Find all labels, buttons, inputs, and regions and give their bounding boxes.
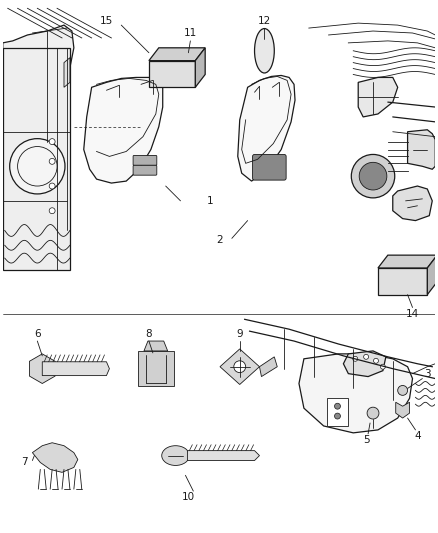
Circle shape xyxy=(398,385,408,395)
Polygon shape xyxy=(343,351,386,377)
Polygon shape xyxy=(238,76,295,181)
Polygon shape xyxy=(259,357,277,377)
Polygon shape xyxy=(32,443,78,472)
Polygon shape xyxy=(299,354,413,433)
Text: 11: 11 xyxy=(184,28,197,38)
Polygon shape xyxy=(358,77,398,117)
Polygon shape xyxy=(149,48,205,61)
Text: 12: 12 xyxy=(258,16,271,26)
Circle shape xyxy=(367,407,379,419)
Polygon shape xyxy=(64,58,70,87)
Polygon shape xyxy=(84,77,163,183)
Polygon shape xyxy=(195,48,205,87)
Circle shape xyxy=(381,364,385,369)
Text: 7: 7 xyxy=(21,457,28,467)
Circle shape xyxy=(353,357,358,361)
Polygon shape xyxy=(144,341,168,351)
Polygon shape xyxy=(427,255,437,295)
Polygon shape xyxy=(29,354,55,384)
Polygon shape xyxy=(3,25,74,142)
Polygon shape xyxy=(408,130,435,169)
Circle shape xyxy=(49,183,55,189)
Text: 15: 15 xyxy=(100,16,113,26)
Polygon shape xyxy=(378,268,427,295)
Circle shape xyxy=(374,358,378,364)
Circle shape xyxy=(10,139,65,194)
Polygon shape xyxy=(220,349,259,384)
Text: 6: 6 xyxy=(34,329,41,339)
Text: 4: 4 xyxy=(414,431,421,441)
Ellipse shape xyxy=(162,446,189,465)
Text: 8: 8 xyxy=(145,329,152,339)
Circle shape xyxy=(359,163,387,190)
Text: 10: 10 xyxy=(182,492,195,502)
Polygon shape xyxy=(42,362,110,376)
Text: 1: 1 xyxy=(207,196,213,206)
Circle shape xyxy=(49,139,55,144)
Polygon shape xyxy=(149,61,195,87)
Circle shape xyxy=(335,403,340,409)
Text: 3: 3 xyxy=(424,369,431,378)
Circle shape xyxy=(364,354,369,359)
Text: 5: 5 xyxy=(363,435,369,445)
Polygon shape xyxy=(187,450,259,461)
Text: 9: 9 xyxy=(237,329,243,339)
Polygon shape xyxy=(396,402,410,418)
Polygon shape xyxy=(393,186,432,221)
FancyBboxPatch shape xyxy=(253,155,286,180)
Ellipse shape xyxy=(254,29,274,73)
Polygon shape xyxy=(378,255,437,268)
FancyBboxPatch shape xyxy=(133,165,157,175)
FancyBboxPatch shape xyxy=(138,351,173,386)
Polygon shape xyxy=(3,48,70,270)
Circle shape xyxy=(49,208,55,214)
FancyBboxPatch shape xyxy=(133,156,157,165)
Circle shape xyxy=(234,361,246,373)
Circle shape xyxy=(351,155,395,198)
Bar xyxy=(327,398,348,426)
Text: 2: 2 xyxy=(217,236,223,245)
Text: 14: 14 xyxy=(406,309,419,319)
Circle shape xyxy=(335,413,340,419)
Circle shape xyxy=(49,158,55,164)
